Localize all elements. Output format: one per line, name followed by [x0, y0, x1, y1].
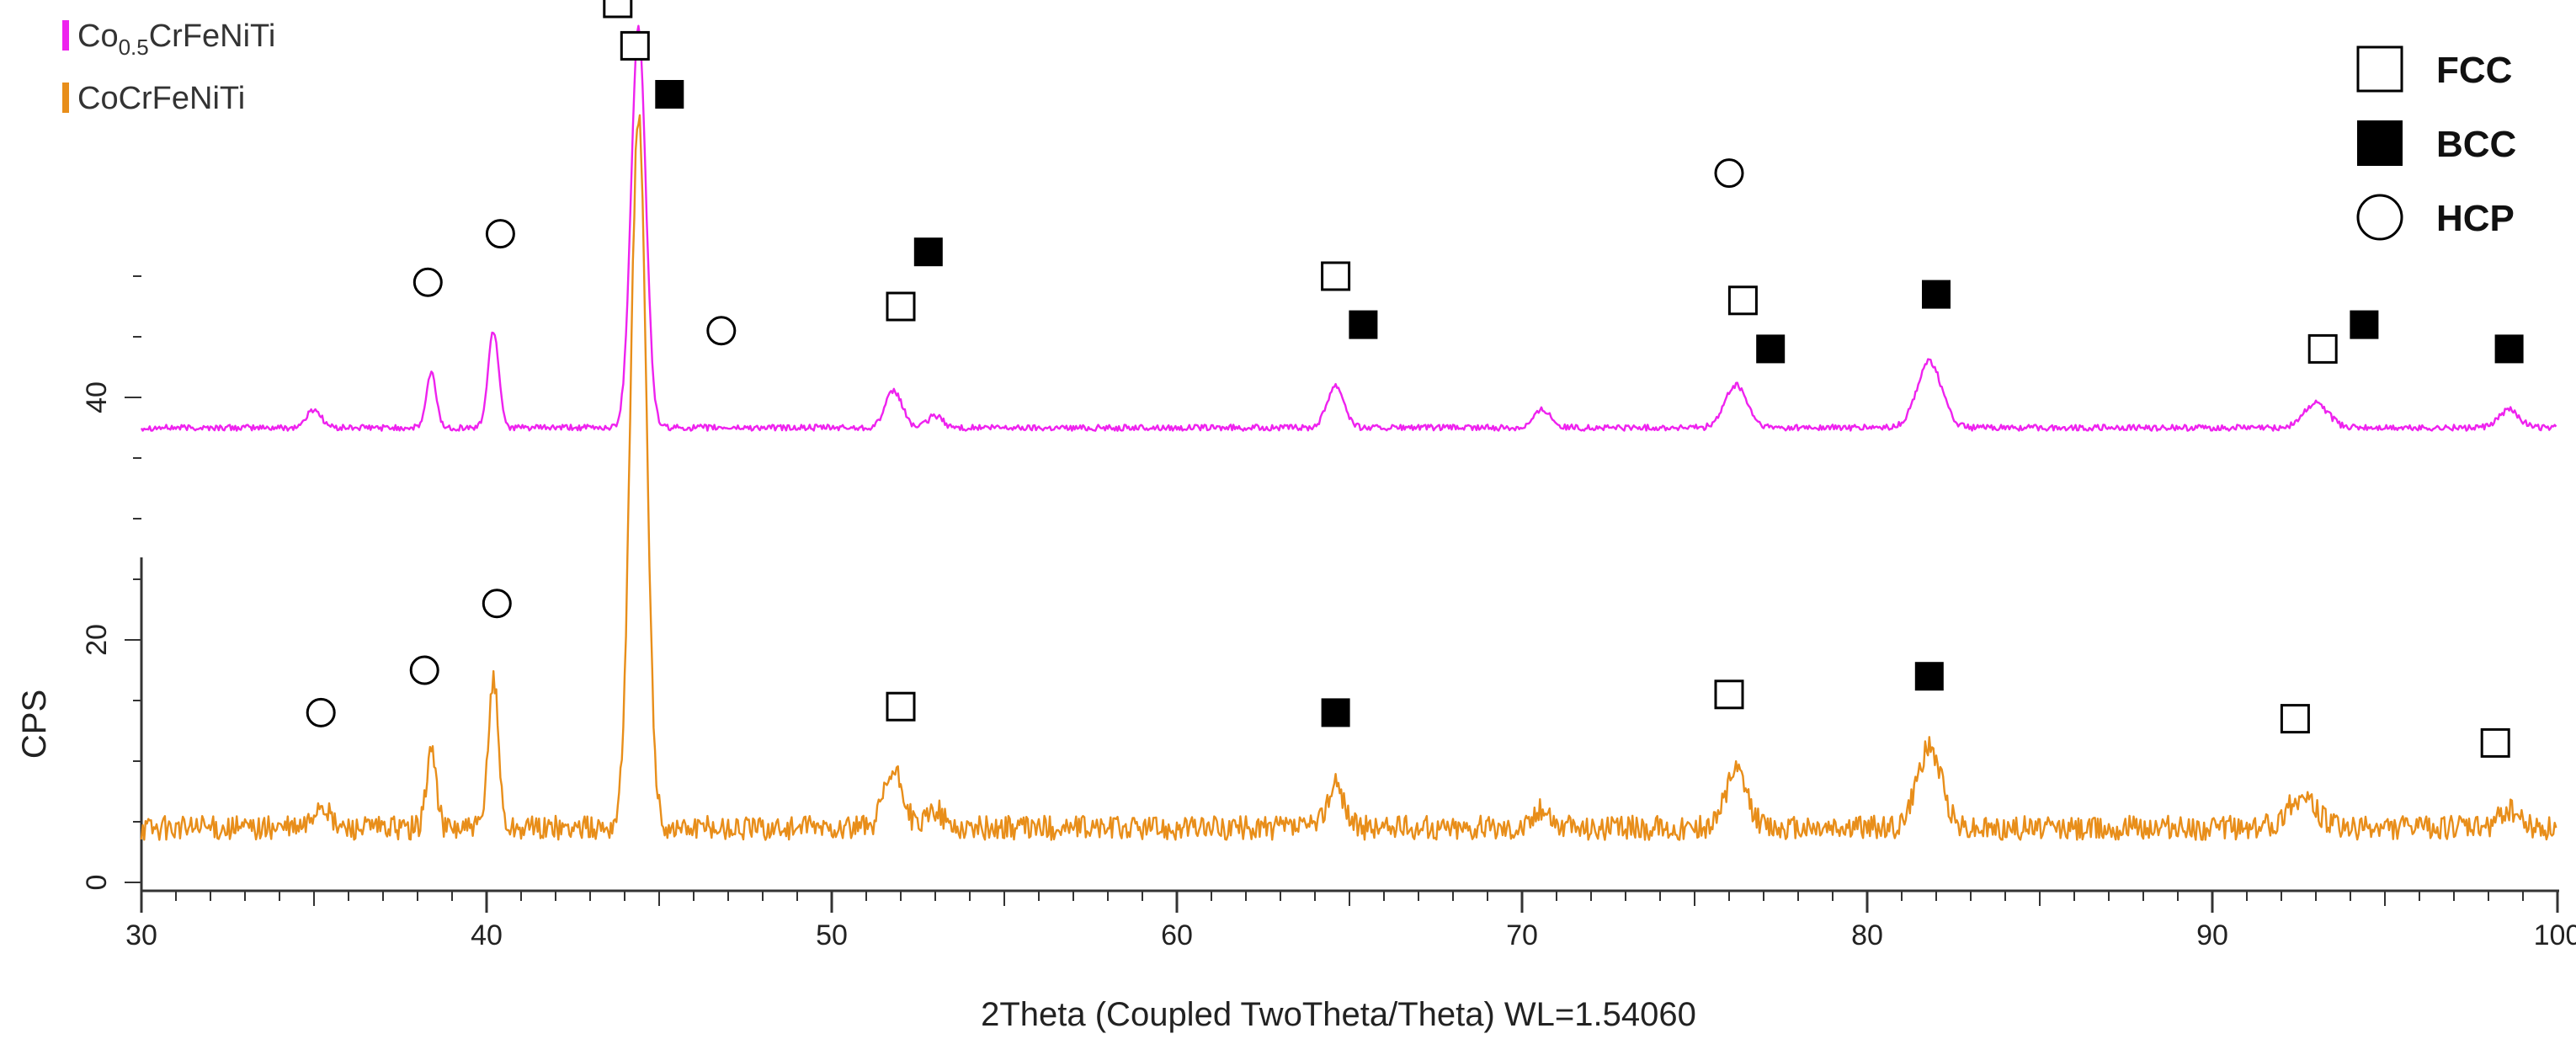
phase-markers: [306, 0, 2524, 758]
phase-marker-square-filled-marker: [913, 237, 943, 267]
phase-marker-square-open-marker: [2307, 333, 2338, 364]
phase-marker-square-open-marker: [2280, 704, 2310, 734]
x-tick-label: 30: [125, 919, 157, 951]
phase-marker-square-open-marker: [2480, 727, 2510, 758]
phase-marker-square-filled-marker: [1321, 698, 1350, 727]
x-tick-label: 90: [2196, 919, 2228, 951]
phase-legend: FCC BCC HCP: [2356, 45, 2516, 241]
axes: 30 40 50 60 70 80 90 100 0 20 40: [81, 275, 2576, 951]
phase-legend-symbol-hcp: [2356, 194, 2403, 241]
series-legend: Co0.5CrFeNiTi CoCrFeNiTi: [62, 19, 275, 116]
phase-marker-circle-open-marker: [412, 267, 443, 297]
phase-legend-symbol-fcc: [2356, 45, 2403, 93]
x-axis-title: 2Theta (Coupled TwoTheta/Theta) WL=1.540…: [981, 996, 1696, 1033]
phase-marker-circle-open-marker: [306, 697, 336, 727]
phase-marker-square-filled-marker: [2494, 334, 2524, 364]
series-line-1: [140, 24, 2557, 432]
phase-marker-square-open-marker: [1321, 261, 1351, 291]
phase-marker-square-open-marker: [1727, 285, 1758, 316]
phase-marker-square-filled-marker: [1922, 280, 1951, 309]
phase-marker-circle-open-marker: [706, 316, 737, 346]
phase-marker-circle-open-marker: [485, 219, 515, 249]
x-tick-label: 50: [816, 919, 848, 951]
legend-swatch-1: [62, 20, 69, 51]
phase-legend-label-fcc: FCC: [2436, 50, 2512, 91]
x-tick-label: 60: [1161, 919, 1193, 951]
phase-marker-square-filled-marker: [2350, 310, 2379, 339]
phase-marker-circle-open-marker: [1714, 158, 1744, 189]
x-tick-label: 100: [2534, 919, 2576, 951]
phase-marker-square-filled-marker: [655, 80, 684, 109]
phase-marker-square-filled-marker: [1914, 662, 1944, 691]
x-tick-label: 80: [1851, 919, 1883, 951]
phase-legend-label-hcp: HCP: [2436, 198, 2515, 239]
phase-marker-square-open-marker: [886, 691, 916, 722]
phase-marker-square-open-marker: [603, 0, 633, 19]
x-tick-label: 40: [471, 919, 503, 951]
phase-marker-circle-open-marker: [409, 655, 439, 685]
phase-marker-square-filled-marker: [1756, 334, 1786, 364]
y-tick-label: 0: [81, 875, 113, 891]
phase-marker-square-open-marker: [886, 291, 916, 322]
phase-legend-symbol-bcc: [2357, 120, 2403, 166]
phase-marker-square-open-marker: [620, 30, 650, 61]
phase-legend-label-bcc: BCC: [2436, 124, 2516, 165]
x-tick-label: 70: [1506, 919, 1538, 951]
y-tick-label: 40: [81, 381, 113, 413]
phase-marker-square-open-marker: [1714, 679, 1744, 710]
legend-swatch-2: [62, 83, 69, 113]
y-tick-label: 20: [81, 624, 113, 656]
y-axis-title: CPS: [16, 690, 53, 759]
legend-label-1: Co0.5CrFeNiTi: [77, 19, 275, 60]
legend-label-2: CoCrFeNiTi: [77, 81, 245, 116]
phase-marker-circle-open-marker: [482, 589, 512, 619]
series-line-2: [140, 114, 2557, 841]
series-group: [140, 24, 2557, 841]
phase-marker-square-filled-marker: [1349, 310, 1378, 339]
